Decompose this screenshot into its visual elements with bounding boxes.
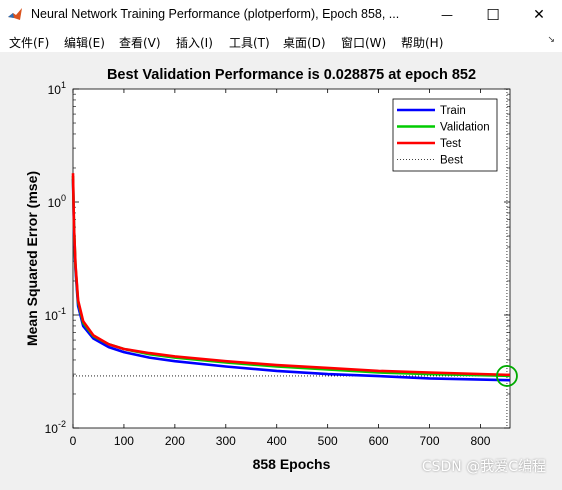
menu-bar: 文件(F) 编辑(E) 查看(V) 插入(I) 工具(T) 桌面(D) 窗口(W…: [0, 30, 562, 52]
menu-desktop[interactable]: 桌面(D): [283, 36, 326, 50]
menu-tools[interactable]: 工具(T): [229, 36, 270, 50]
x-tick-label: 500: [318, 434, 338, 448]
chart-title: Best Validation Performance is 0.028875 …: [107, 67, 476, 83]
x-tick-label: 300: [216, 434, 236, 448]
legend-label-test: Test: [440, 138, 462, 150]
y-tick-label: 101: [48, 80, 66, 97]
minimize-button[interactable]: —: [424, 0, 470, 30]
x-tick-label: 800: [470, 434, 490, 448]
window-title: Neural Network Training Performance (plo…: [31, 7, 400, 21]
watermark: CSDN @我爱C编程: [421, 459, 546, 475]
figure-canvas: Best Validation Performance is 0.028875 …: [0, 52, 562, 486]
x-tick-label: 700: [420, 434, 440, 448]
matlab-app-icon: [8, 8, 22, 20]
legend-label-train: Train: [440, 105, 466, 117]
menu-view[interactable]: 查看(V): [119, 36, 161, 50]
menu-window[interactable]: 窗口(W): [341, 36, 387, 50]
x-tick-label: 100: [114, 434, 134, 448]
y-tick-label: 100: [48, 193, 66, 210]
minimize-icon: —: [441, 8, 453, 22]
best-marker: [496, 365, 518, 387]
y-tick-label: 10-2: [45, 419, 66, 436]
maximize-button[interactable]: ☐: [470, 0, 516, 30]
menu-file[interactable]: 文件(F): [9, 36, 50, 50]
y-axis-label: Mean Squared Error (mse): [24, 171, 40, 346]
x-tick-label: 200: [165, 434, 185, 448]
x-axis-label: 858 Epochs: [253, 456, 331, 472]
x-tick-label: 600: [369, 434, 389, 448]
title-bar: Neural Network Training Performance (plo…: [0, 0, 562, 30]
x-tick-label: 400: [267, 434, 287, 448]
legend-label-validation: Validation: [440, 122, 490, 134]
y-tick-label: 10-1: [45, 306, 66, 323]
toolbar-toggle-icon[interactable]: ↘: [547, 35, 555, 45]
menu-help[interactable]: 帮助(H): [401, 36, 444, 50]
x-tick-label: 0: [70, 434, 77, 448]
menu-edit[interactable]: 编辑(E): [64, 36, 105, 50]
close-icon: ✕: [533, 7, 545, 23]
maximize-icon: ☐: [486, 6, 500, 24]
legend-label-best: Best: [440, 155, 464, 167]
menu-insert[interactable]: 插入(I): [176, 36, 213, 50]
performance-chart: Best Validation Performance is 0.028875 …: [24, 67, 518, 472]
series-line-test: [71, 173, 511, 377]
close-button[interactable]: ✕: [516, 0, 562, 30]
